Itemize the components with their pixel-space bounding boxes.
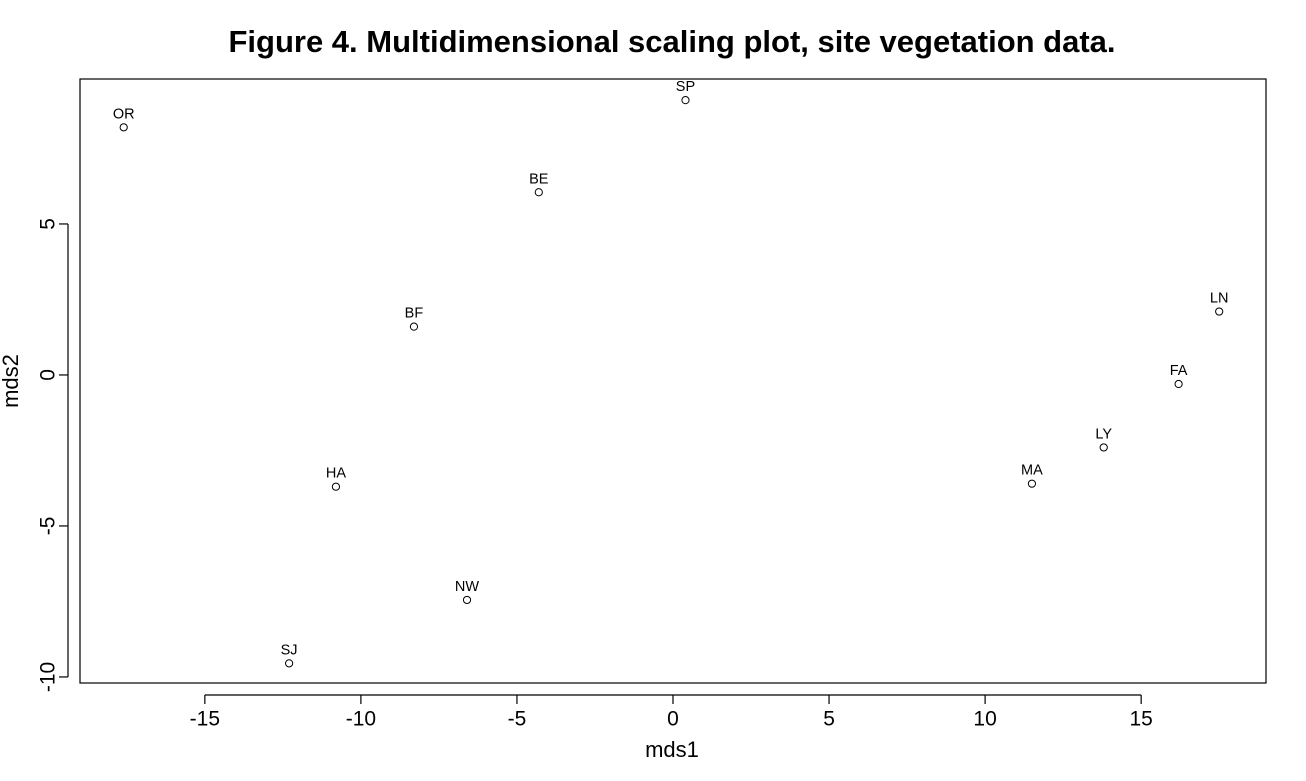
x-tick-label: -15 bbox=[190, 708, 220, 731]
data-point-nw bbox=[462, 595, 472, 605]
point-label-bf: BF bbox=[405, 306, 424, 322]
y-axis: -10 -5 0 5 bbox=[37, 218, 69, 692]
data-points: OR SP BE BF HA NW SJ LN FA LY MA bbox=[113, 79, 1229, 668]
y-tick-label: -10 bbox=[37, 662, 60, 692]
y-tick-label: 5 bbox=[37, 218, 60, 230]
point-label-ha: HA bbox=[326, 466, 346, 482]
y-tick-label: 0 bbox=[37, 369, 60, 381]
data-point-ha bbox=[331, 482, 341, 491]
data-point-bf bbox=[409, 322, 419, 331]
point-label-or: OR bbox=[113, 106, 135, 122]
point-label-sp: SP bbox=[676, 79, 695, 95]
y-axis-title: mds2 bbox=[0, 354, 23, 408]
x-tick-label: 10 bbox=[973, 708, 996, 731]
plot-frame bbox=[79, 78, 1267, 684]
x-tick-label: -5 bbox=[508, 708, 527, 731]
data-point-ln bbox=[1215, 307, 1224, 316]
data-point-sj bbox=[285, 659, 294, 668]
point-label-ln: LN bbox=[1210, 291, 1229, 307]
point-label-nw: NW bbox=[455, 579, 479, 595]
data-point-sp bbox=[681, 96, 690, 105]
data-point-ly bbox=[1099, 443, 1108, 452]
y-tick-label: -5 bbox=[37, 517, 60, 536]
data-point-ma bbox=[1027, 479, 1037, 488]
x-tick-label: 15 bbox=[1129, 708, 1152, 731]
x-tick-label: 0 bbox=[667, 708, 679, 731]
x-axis: -15 -10 -5 0 5 10 15 bbox=[190, 694, 1153, 731]
data-point-or bbox=[119, 123, 128, 132]
chart-title: Figure 4. Multidimensional scaling plot,… bbox=[228, 24, 1115, 59]
x-axis-title: mds1 bbox=[645, 737, 699, 762]
point-label-ly: LY bbox=[1095, 426, 1112, 442]
point-label-fa: FA bbox=[1170, 363, 1188, 379]
point-label-be: BE bbox=[529, 171, 549, 187]
data-point-be bbox=[534, 188, 543, 197]
data-point-fa bbox=[1174, 379, 1183, 389]
x-tick-label: -10 bbox=[346, 708, 376, 731]
point-label-sj: SJ bbox=[281, 642, 298, 658]
x-tick-label: 5 bbox=[823, 708, 835, 731]
point-label-ma: MA bbox=[1021, 463, 1043, 479]
